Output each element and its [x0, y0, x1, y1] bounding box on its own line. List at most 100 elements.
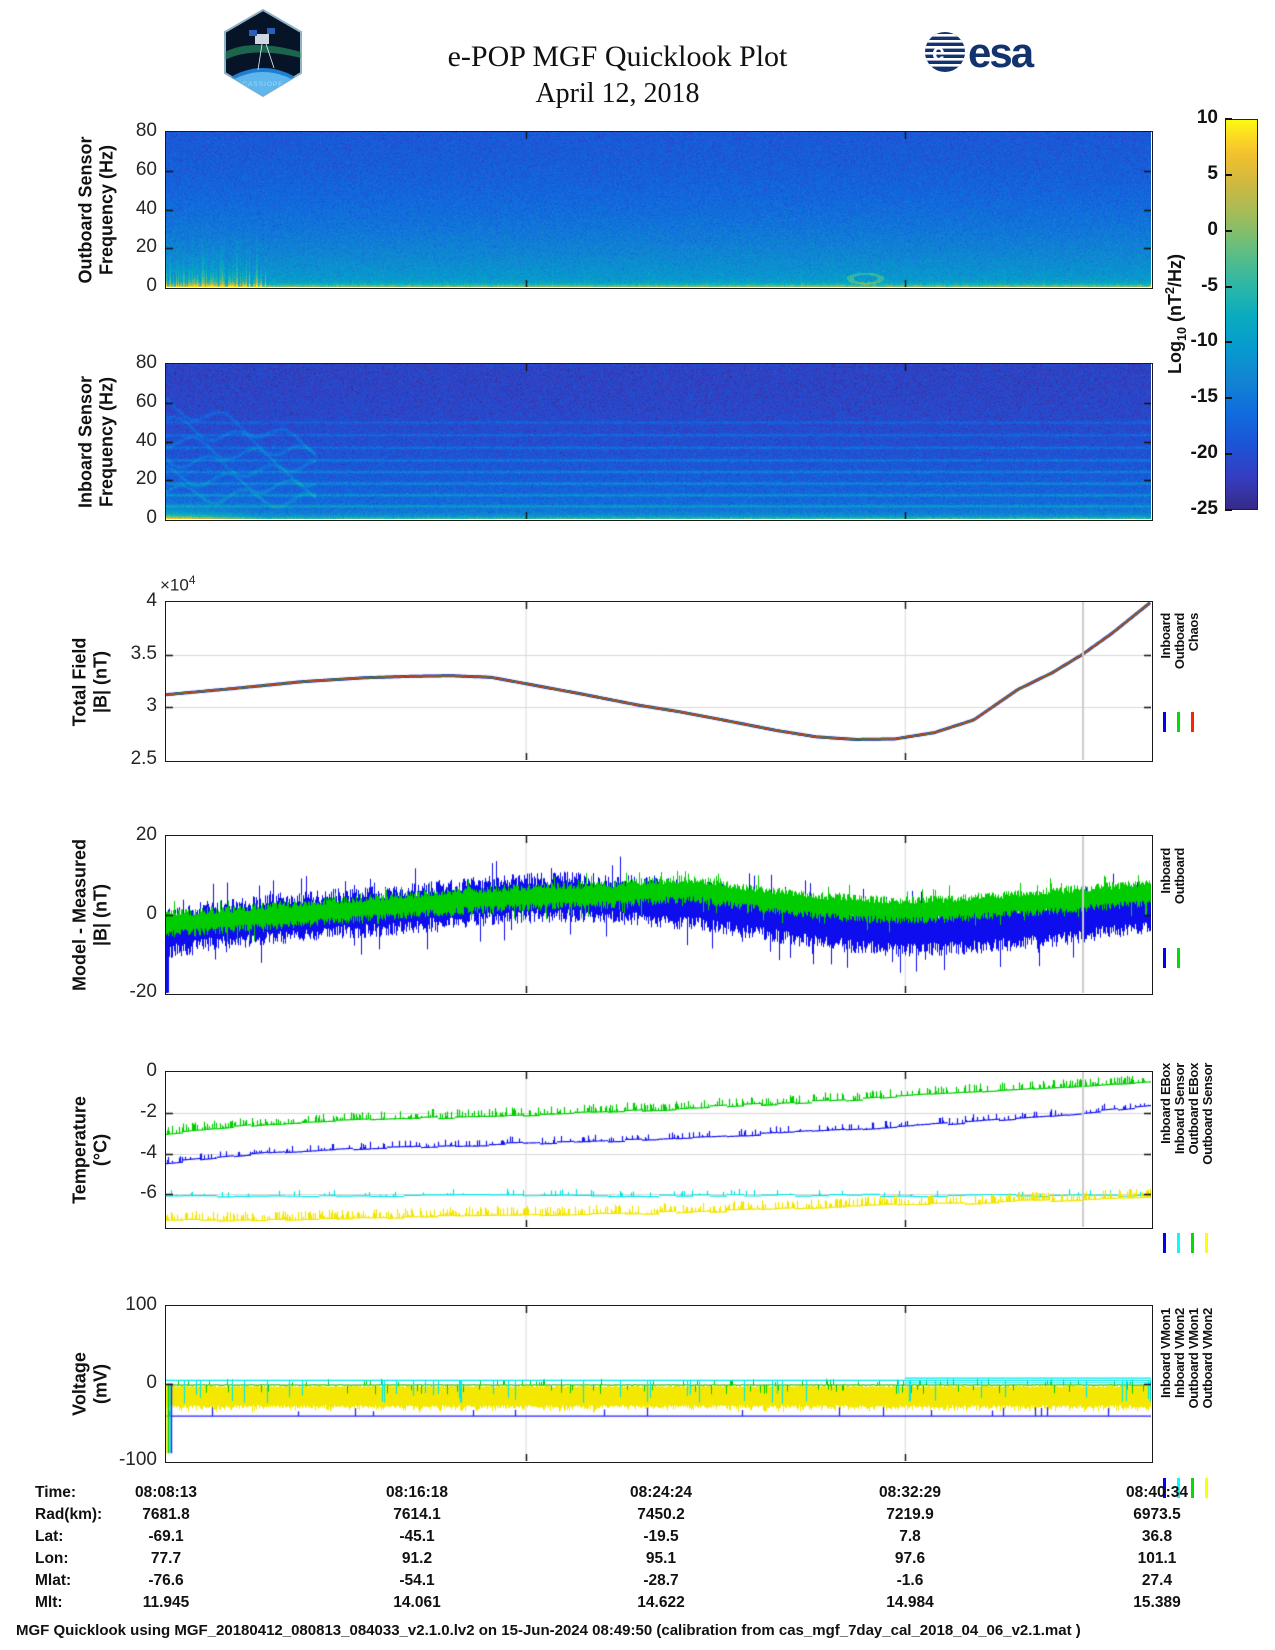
ytick-label: -100 — [118, 1449, 157, 1470]
table-cell: 7.8 — [899, 1528, 921, 1545]
colorbar-tick-label: -10 — [1190, 330, 1218, 352]
legend-p3: Inboard Outboard Chaos — [1158, 613, 1201, 669]
table-cell: 08:24:24 — [629, 1484, 693, 1501]
ytick-label: -20 — [129, 981, 157, 1002]
table-cell: 101.1 — [1137, 1550, 1177, 1567]
colorbar-tick-mark — [1225, 341, 1232, 344]
legend-swatch — [1191, 712, 1194, 732]
colorbar-tick-label: -15 — [1190, 386, 1218, 408]
esa-logo: e esa — [925, 29, 1037, 76]
esa-globe-e: e — [932, 39, 945, 65]
ytick-label: 20 — [135, 468, 157, 490]
colorbar-tick-mark — [1225, 229, 1232, 232]
table-cell: 7614.1 — [393, 1506, 441, 1523]
legend-label: Outboard Sensor — [1200, 1063, 1215, 1165]
colorbar-tick-label: 10 — [1196, 107, 1218, 128]
legend-label: Outboard VMon2 — [1200, 1308, 1215, 1409]
ytick-label: 2.5 — [130, 748, 157, 769]
legend-swatch — [1163, 1233, 1166, 1253]
ytick-label: 40 — [135, 429, 157, 451]
legend-p6: Inboard VMon1 Inboard VMon2 Outboard VMon1… — [1158, 1308, 1215, 1409]
ytick-label: -4 — [140, 1141, 157, 1163]
colorbar-tick-label: -25 — [1190, 498, 1218, 519]
table-cell: 08:40:34 — [1125, 1484, 1189, 1501]
table-cell: -69.1 — [148, 1528, 184, 1545]
table-row-label: Mlat: — [35, 1572, 72, 1589]
colorbar-tick-mark — [1225, 453, 1232, 456]
outboard-spectrogram-panel — [165, 131, 1153, 289]
legend-label: Inboard — [1158, 848, 1173, 894]
legend-swatch — [1177, 712, 1180, 732]
table-cell: 15.389 — [1133, 1594, 1181, 1611]
voltage-panel — [165, 1305, 1153, 1463]
legend-swatch — [1205, 1233, 1208, 1253]
colorbar-tick-mark — [1225, 397, 1232, 400]
table-cell: 7219.9 — [886, 1506, 934, 1523]
table-cell: 08:16:18 — [385, 1484, 449, 1501]
ytick-label: 80 — [135, 120, 157, 141]
legend-swatch — [1177, 1478, 1180, 1498]
cassiope-mission-patch: CASSIOPE — [224, 8, 302, 98]
table-cell: 7450.2 — [637, 1506, 685, 1523]
legend-swatch — [1163, 1478, 1166, 1498]
table-cell: 14.984 — [886, 1594, 934, 1611]
ytick-label: 4 — [146, 590, 157, 611]
p2-canvas — [166, 364, 1151, 519]
y-axis-exponent: ×104 — [160, 573, 196, 595]
table-cell: 14.622 — [637, 1594, 685, 1611]
colorbar-tick-mark — [1225, 173, 1232, 176]
legend-swatch — [1163, 712, 1166, 732]
legend-label: Outboard — [1172, 848, 1187, 905]
ytick-label: -6 — [140, 1182, 157, 1204]
table-cell: -19.5 — [643, 1528, 679, 1545]
colorbar-tick-mark — [1225, 118, 1232, 120]
table-cell: 14.061 — [393, 1594, 441, 1611]
ytick-label: 3.5 — [130, 642, 157, 664]
table-cell: 27.4 — [1141, 1572, 1173, 1589]
legend-label: Inboard Sensor — [1172, 1063, 1187, 1155]
legend-label: Inboard — [1158, 613, 1173, 659]
legend-swatch — [1163, 948, 1166, 968]
legend-p4: Inboard Outboard — [1158, 848, 1187, 905]
ytick-label: 80 — [135, 352, 157, 373]
ytick-label: 3 — [146, 695, 157, 717]
total-field-panel — [165, 601, 1153, 762]
table-cell: 08:08:13 — [134, 1484, 198, 1501]
cassiope-logo-text: CASSIOPE — [242, 81, 283, 88]
table-cell: 11.945 — [142, 1594, 190, 1611]
ytick-label: 0 — [146, 507, 157, 528]
table-row-label: Time: — [35, 1484, 77, 1501]
colorbar-tick-label: -20 — [1190, 442, 1218, 464]
ytick-label: 40 — [135, 197, 157, 219]
inboard-spectrogram-panel — [165, 363, 1153, 521]
legend-label: Inboard VMon2 — [1172, 1308, 1187, 1398]
table-cell: 36.8 — [1141, 1528, 1173, 1545]
table-cell: 7681.8 — [142, 1506, 190, 1523]
table-row-label: Rad(km): — [35, 1506, 103, 1523]
table-cell: -76.6 — [148, 1572, 184, 1589]
table-cell: 95.1 — [645, 1550, 677, 1567]
table-cell: -54.1 — [399, 1572, 435, 1589]
legend-swatch — [1177, 1233, 1180, 1253]
colorbar — [1225, 119, 1258, 510]
ytick-label: -2 — [140, 1100, 157, 1122]
ytick-label: 0 — [146, 1060, 157, 1081]
page-title: e-POP MGF Quicklook Plot — [447, 40, 788, 73]
page-date: April 12, 2018 — [535, 78, 700, 109]
table-row-label: Lat: — [35, 1528, 64, 1545]
table-cell: 6973.5 — [1133, 1506, 1181, 1523]
colorbar-tick-label: -5 — [1201, 274, 1218, 296]
ytick-label: 0 — [146, 1371, 157, 1393]
table-cell: 97.6 — [894, 1550, 926, 1567]
table-row-label: Mlt: — [35, 1594, 63, 1611]
colorbar-tick-mark — [1225, 285, 1232, 288]
legend-label: Chaos — [1186, 613, 1201, 652]
legend-label: Inboard VMon1 — [1158, 1308, 1173, 1398]
legend-label: Outboard VMon1 — [1186, 1308, 1201, 1409]
model-measured-panel — [165, 835, 1153, 995]
table-cell: -45.1 — [399, 1528, 435, 1545]
legend-label: Inboard EBox — [1158, 1063, 1173, 1144]
legend-label: Outboard EBox — [1186, 1063, 1201, 1155]
colorbar-tick-label: 5 — [1207, 162, 1218, 184]
esa-logo-text: esa — [968, 29, 1035, 76]
